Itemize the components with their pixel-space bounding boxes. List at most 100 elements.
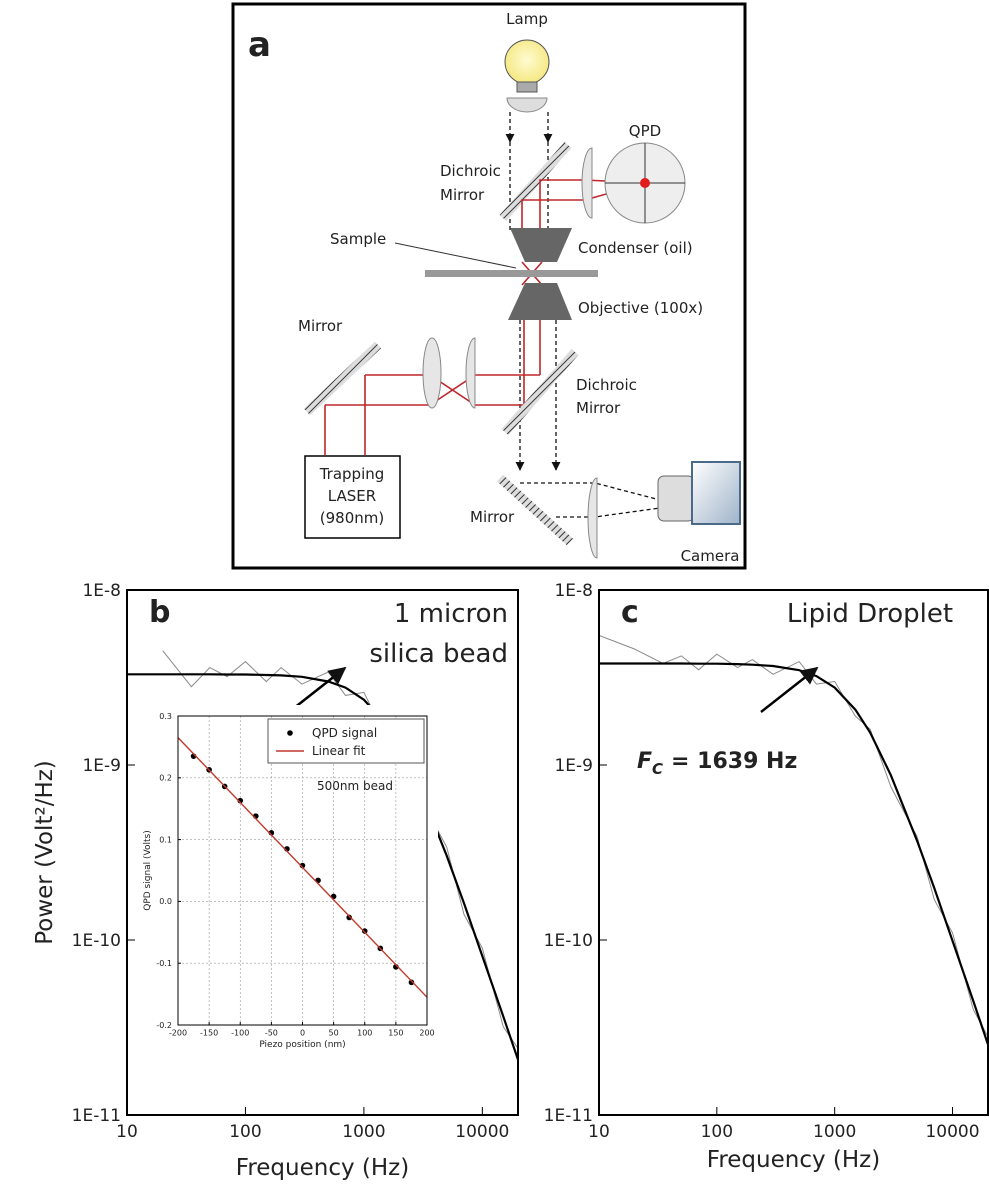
x-tick-label: -50 bbox=[265, 1028, 278, 1037]
y-tick-label: -0.1 bbox=[156, 959, 172, 968]
sample-slide bbox=[425, 270, 598, 277]
label: Lamp bbox=[506, 10, 548, 28]
x-axis-title: Frequency (Hz) bbox=[236, 1155, 409, 1181]
y-tick-label: 0.1 bbox=[159, 835, 172, 844]
series-line bbox=[599, 662, 989, 1045]
y-tick-label: 1E-10 bbox=[72, 931, 121, 951]
x-tick-label: 1000 bbox=[813, 1122, 856, 1142]
legend-label: QPD signal bbox=[312, 726, 377, 740]
legend-label: Linear fit bbox=[312, 744, 366, 758]
y-tick-label: 1E-8 bbox=[82, 581, 121, 601]
arrow bbox=[760, 666, 819, 713]
plot-frame bbox=[126, 589, 519, 1116]
legend-box bbox=[267, 718, 425, 764]
y-tick-label: 0.3 bbox=[159, 712, 172, 721]
mirror bbox=[496, 474, 574, 546]
lamp bbox=[504, 39, 550, 85]
x-tick-label: 100 bbox=[701, 1122, 733, 1142]
series-line bbox=[598, 634, 989, 1037]
x-tick-label: -150 bbox=[200, 1028, 218, 1037]
label: Dichroic bbox=[576, 376, 637, 394]
y-axis-title: QPD signal (Volts) bbox=[143, 830, 153, 911]
lens bbox=[465, 337, 476, 409]
lamp-base bbox=[516, 81, 538, 93]
data-point bbox=[408, 979, 415, 986]
label: LASER bbox=[328, 487, 376, 505]
dichroic-mirror bbox=[501, 349, 579, 435]
series-line bbox=[177, 737, 428, 998]
label: Mirror bbox=[576, 399, 621, 417]
laser-path bbox=[523, 320, 541, 405]
y-tick-label: 0.2 bbox=[159, 774, 172, 783]
x-tick-label: 0 bbox=[300, 1028, 305, 1037]
x-tick-label: -200 bbox=[169, 1028, 187, 1037]
x-tick-label: 1000 bbox=[342, 1122, 385, 1142]
lens bbox=[581, 147, 593, 219]
reflector bbox=[506, 97, 548, 113]
lens bbox=[422, 337, 442, 409]
y-tick-label: 1E-9 bbox=[82, 756, 121, 776]
objective bbox=[508, 283, 572, 320]
chart: -0.2 -0.1 0.0 0.1 0.2 0.3 -200 -150 -100 -50 0 50 10… bbox=[142, 705, 438, 1053]
label: Condenser (oil) bbox=[578, 239, 693, 257]
pointer bbox=[394, 242, 517, 269]
fc-subscript: C bbox=[652, 760, 663, 778]
camera-lens bbox=[657, 475, 695, 522]
x-tick-label: 10 bbox=[116, 1122, 138, 1142]
setup-diagram: a Lamp Dichroic Mirror QPD Condenser (oi… bbox=[231, 2, 747, 570]
laser-box bbox=[304, 455, 401, 539]
data-point bbox=[346, 914, 352, 921]
data-point bbox=[299, 862, 306, 869]
x-tick-label: 50 bbox=[329, 1028, 339, 1037]
y-tick-label: 1E-8 bbox=[554, 581, 593, 601]
data-point bbox=[361, 928, 368, 934]
plot-frame bbox=[598, 589, 989, 1116]
data-point bbox=[237, 797, 244, 804]
arrow bbox=[288, 666, 347, 713]
dichroic-mirror bbox=[499, 142, 572, 221]
x-tick-label: 100 bbox=[229, 1122, 261, 1142]
plot-frame bbox=[177, 715, 428, 1026]
label: Sample bbox=[330, 230, 386, 248]
y-tick-label: 1E-10 bbox=[544, 931, 593, 951]
label: Trapping bbox=[319, 465, 385, 483]
x-axis-title: Frequency (Hz) bbox=[707, 1147, 880, 1173]
condenser bbox=[510, 228, 572, 262]
fc-label: FC = 1639 Hz bbox=[637, 749, 797, 778]
label: (980nm) bbox=[320, 509, 384, 527]
x-tick-label: 200 bbox=[419, 1028, 434, 1037]
label: Mirror bbox=[470, 508, 515, 526]
x-tick-label: -100 bbox=[231, 1028, 249, 1037]
fc-text: = 1639 Hz bbox=[671, 749, 797, 774]
y-tick-label: 1E-9 bbox=[554, 756, 593, 776]
y-axis-title: Power (Volt²/Hz) bbox=[32, 760, 58, 945]
annotation: silica bead bbox=[369, 639, 508, 669]
x-axis-title: Piezo position (nm) bbox=[259, 1040, 345, 1050]
label: Mirror bbox=[298, 317, 343, 335]
label: Dichroic bbox=[440, 162, 501, 180]
y-tick-label: 0.0 bbox=[159, 897, 172, 906]
x-tick-label: 150 bbox=[388, 1028, 403, 1037]
label: Mirror bbox=[440, 186, 485, 204]
panel-label: c bbox=[621, 595, 639, 630]
label: Camera bbox=[681, 547, 740, 565]
x-tick-label: 10 bbox=[588, 1122, 610, 1142]
y-tick-label: 1E-11 bbox=[544, 1106, 593, 1126]
series-line bbox=[162, 650, 519, 1049]
fc-symbol: F bbox=[637, 749, 652, 774]
y-tick-label: -0.2 bbox=[156, 1021, 172, 1030]
panel-label: a bbox=[248, 25, 271, 65]
mirror bbox=[303, 341, 382, 416]
annotation: 1 micron bbox=[394, 599, 508, 629]
x-tick-label: 10000 bbox=[925, 1122, 979, 1142]
label: QPD bbox=[629, 122, 661, 140]
panel-label: b bbox=[149, 595, 170, 630]
annotation: Lipid Droplet bbox=[787, 599, 953, 629]
lens bbox=[587, 477, 598, 559]
camera bbox=[691, 461, 741, 525]
x-tick-label: 100 bbox=[357, 1028, 372, 1037]
x-tick-label: 10000 bbox=[455, 1122, 509, 1142]
legend-marker bbox=[287, 730, 293, 736]
laser-path bbox=[324, 374, 540, 455]
